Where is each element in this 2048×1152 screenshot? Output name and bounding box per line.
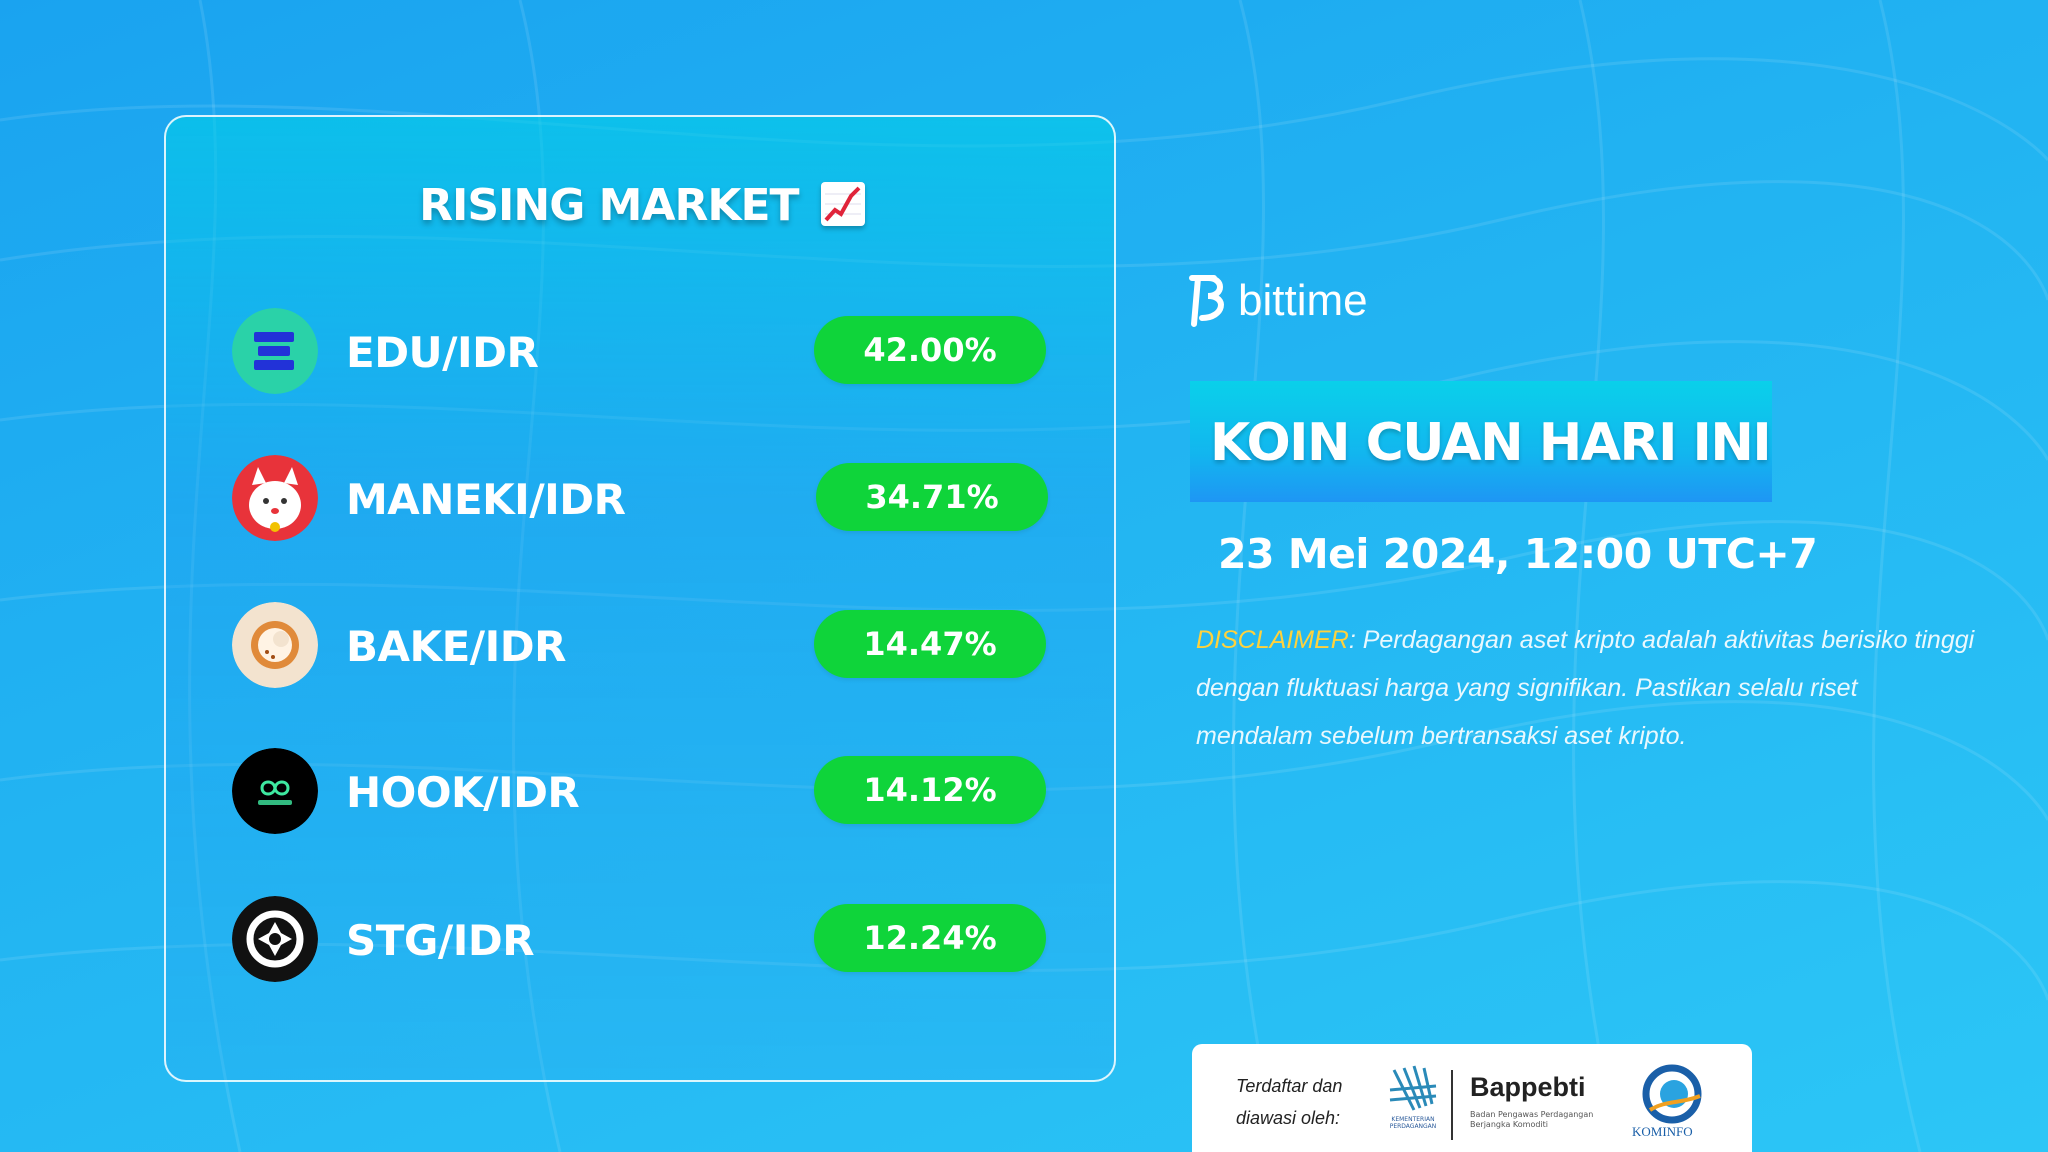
chart-increasing-icon xyxy=(820,182,865,226)
pair-label: HOOK/IDR xyxy=(346,768,580,817)
registration-banner: Terdaftar dan diawasi oleh: KEMENTERIAN … xyxy=(1192,1044,1752,1152)
bappebti-logo: Bappebti xyxy=(1470,1072,1586,1102)
pair-label: BAKE/IDR xyxy=(346,622,566,671)
bittime-logo-icon xyxy=(1189,275,1224,327)
change-badge: 42.00% xyxy=(814,316,1046,384)
pair-label: MANEKI/IDR xyxy=(346,475,626,524)
registration-text-line1: Terdaftar dan xyxy=(1236,1076,1343,1096)
pair-label: STG/IDR xyxy=(346,916,535,965)
kemendag-logo-icon xyxy=(1389,1065,1437,1111)
change-badge: 14.12% xyxy=(814,756,1046,824)
registration-text: Terdaftar dan diawasi oleh: xyxy=(1236,1070,1342,1134)
change-badge: 12.24% xyxy=(814,904,1046,972)
bake-coin-icon xyxy=(232,602,318,688)
maneki-coin-icon xyxy=(232,455,318,541)
bappebti-subtitle: Badan Pengawas Perdagangan Berjangka Kom… xyxy=(1470,1110,1594,1129)
edu-coin-icon xyxy=(232,308,318,394)
divider xyxy=(1451,1070,1453,1140)
card-title: RISING MARKET xyxy=(166,180,1118,231)
pair-label: EDU/IDR xyxy=(346,328,539,377)
change-badge: 34.71% xyxy=(816,463,1048,531)
card-title-text: RISING MARKET xyxy=(419,180,799,231)
disclaimer-label: DISCLAIMER xyxy=(1196,626,1349,654)
list-item: EDU/IDR 42.00% xyxy=(166,308,1118,394)
change-badge: 14.47% xyxy=(814,610,1046,678)
kominfo-text: KOMINFO xyxy=(1632,1124,1693,1139)
rising-market-card: RISING MARKET EDU/IDR 42.00% xyxy=(164,115,1116,1082)
list-item: STG/IDR 12.24% xyxy=(166,896,1118,982)
brand-name: bittime xyxy=(1238,276,1368,325)
list-item: BAKE/IDR 14.47% xyxy=(166,602,1118,688)
list-item: HOOK/IDR 14.12% xyxy=(166,748,1118,834)
hook-coin-icon xyxy=(232,748,318,834)
stg-coin-icon xyxy=(232,896,318,982)
disclaimer: DISCLAIMER: Perdagangan aset kripto adal… xyxy=(1196,616,1976,760)
disclaimer-text: : Perdagangan aset kripto adalah aktivit… xyxy=(1196,626,1975,750)
list-item: MANEKI/IDR 34.71% xyxy=(166,455,1118,541)
headline: KOIN CUAN HARI INI xyxy=(1210,413,1772,473)
kemendag-text: KEMENTERIAN PERDAGANGAN xyxy=(1389,1116,1437,1130)
headline-banner: KOIN CUAN HARI INI xyxy=(1190,381,1772,502)
kominfo-logo-icon xyxy=(1642,1064,1702,1124)
date-time: 23 Mei 2024, 12:00 UTC+7 xyxy=(1218,530,1818,578)
registration-text-line2: diawasi oleh: xyxy=(1236,1108,1341,1128)
